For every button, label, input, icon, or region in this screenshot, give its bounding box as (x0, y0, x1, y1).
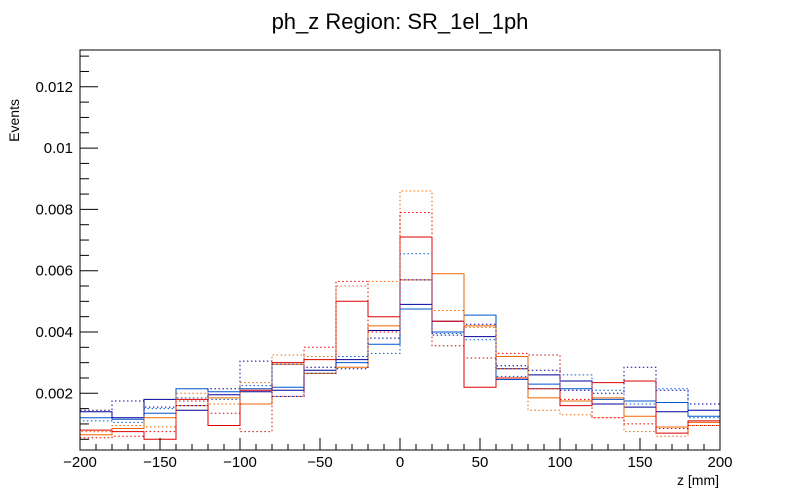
y-tick-label: 0.002 (35, 385, 73, 402)
chart-title: ph_z Region: SR_1el_1ph (272, 9, 529, 34)
y-tick-label: 0.004 (35, 324, 73, 341)
x-tick-label: −50 (307, 454, 332, 471)
x-tick-label: 50 (472, 454, 489, 471)
x-tick-label: −100 (223, 454, 257, 471)
series-layer (79, 190, 721, 450)
y-axis-label: Events (6, 99, 22, 142)
y-tick-label: 0.01 (44, 140, 73, 157)
x-tick-label: 0 (396, 454, 404, 471)
x-tick-label: −200 (63, 454, 97, 471)
x-tick-label: 100 (547, 454, 572, 471)
y-tick-label: 0.006 (35, 263, 73, 280)
histogram-series-8 (79, 212, 721, 450)
y-tick-label: 0.012 (35, 79, 73, 96)
y-tick-label: 0.008 (35, 201, 73, 218)
axis-layer: −200 −150 −100 −50 0 50 100 150 200 0.002 0.004 0.0… (35, 55, 733, 471)
x-tick-label: 150 (627, 454, 652, 471)
x-tick-label: −150 (143, 454, 177, 471)
x-tick-label: 200 (707, 454, 732, 471)
x-axis-label: z [mm] (677, 472, 719, 488)
